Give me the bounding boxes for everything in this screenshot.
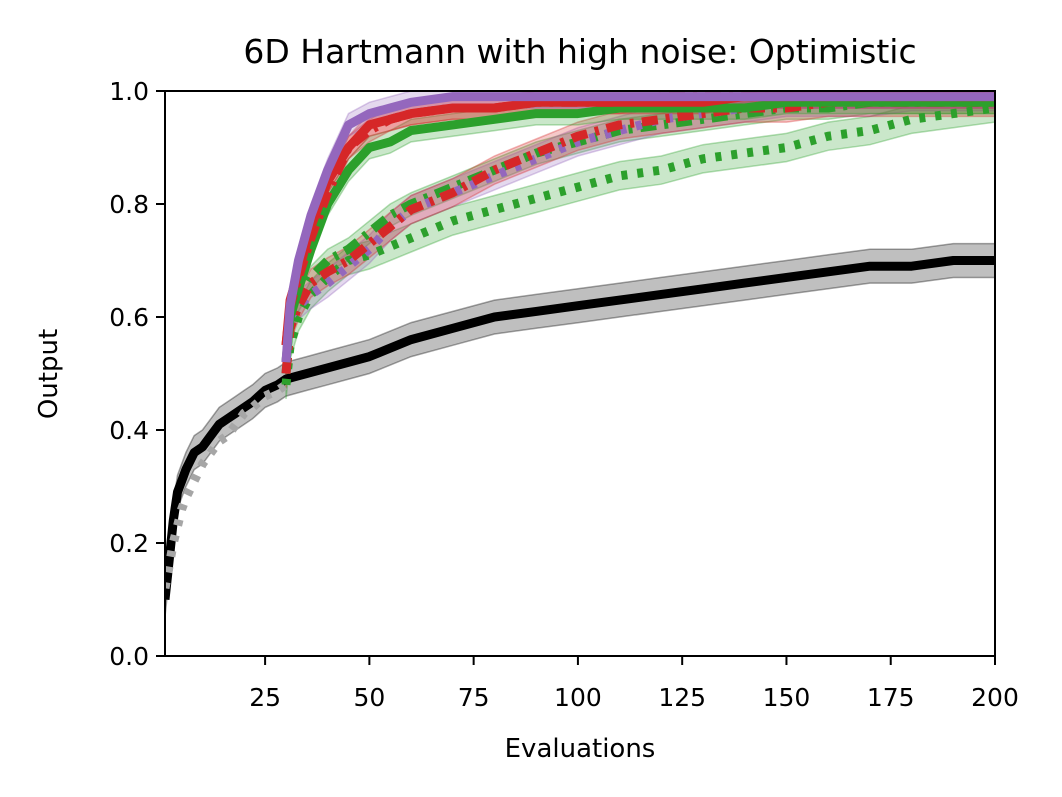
x-tick-label: 25 (249, 683, 281, 712)
series-4-line (281, 97, 995, 374)
x-tick-label: 100 (554, 683, 602, 712)
y-tick-label: 0.2 (109, 529, 149, 558)
x-tick-label: 200 (971, 683, 1019, 712)
chart-title: 6D Hartmann with high noise: Optimistic (243, 32, 916, 71)
y-tick-label: 0.8 (109, 190, 149, 219)
series-5-band (285, 91, 995, 377)
series-1-band (165, 242, 995, 617)
series-3-band (285, 93, 995, 399)
series-1-line (165, 256, 995, 600)
x-tick-label: 150 (763, 683, 811, 712)
x-tick-label: 125 (658, 683, 706, 712)
series-7-band (285, 91, 995, 374)
y-tick-label: 1.0 (109, 77, 149, 106)
series-10-line (281, 92, 995, 363)
y-tick-label: 0.0 (109, 642, 149, 671)
series-6-band (285, 91, 995, 388)
x-tick-label: 50 (353, 683, 385, 712)
x-tick-label: 175 (867, 683, 915, 712)
series-6-line (281, 97, 995, 374)
x-axis-label: Evaluations (505, 734, 656, 764)
plot-frame (164, 90, 996, 657)
y-tick-label: 0.4 (109, 416, 149, 445)
series-2-line (165, 381, 289, 590)
y-axis-label: Output (34, 329, 64, 419)
y-tick-label: 0.6 (109, 303, 149, 332)
x-tick-label: 75 (458, 683, 490, 712)
